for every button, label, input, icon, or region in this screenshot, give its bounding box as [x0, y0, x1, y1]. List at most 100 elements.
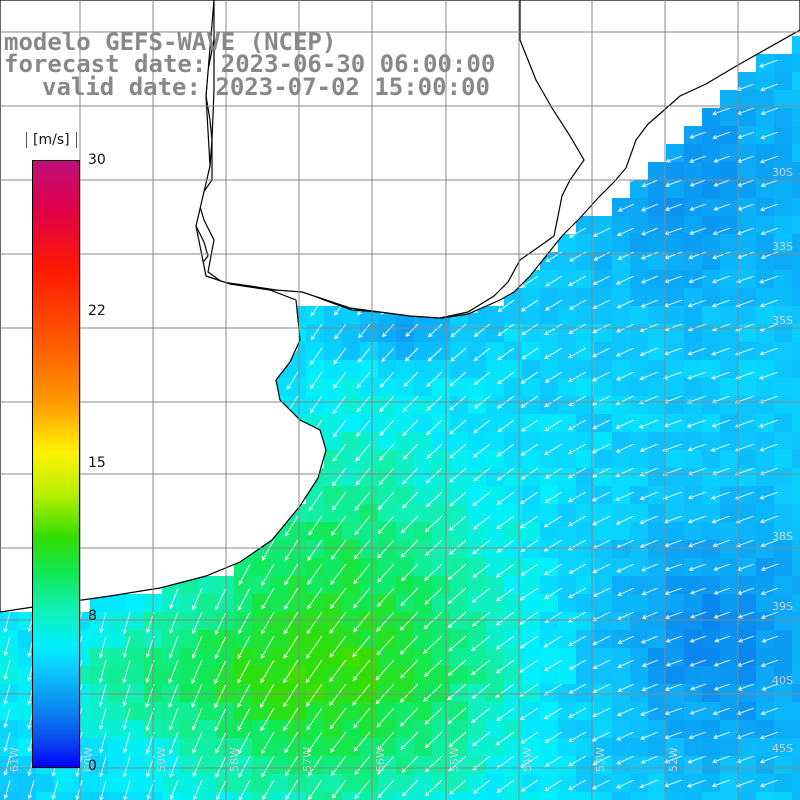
wind-arrow: [424, 731, 443, 749]
wind-speed-cell: [288, 522, 307, 541]
wind-arrow: [169, 779, 179, 800]
wind-speed-cell: [450, 558, 469, 577]
wind-arrow: [543, 683, 563, 696]
wind-speed-cell: [666, 360, 685, 379]
wind-speed-cell: [648, 324, 667, 343]
wind-arrow: [447, 659, 467, 676]
wind-arrow: [568, 755, 587, 767]
wind-speed-cell: [738, 576, 757, 595]
wind-speed-cell: [216, 612, 235, 631]
wind-speed-cell: [396, 486, 415, 505]
wind-speed-cell: [396, 630, 415, 649]
wind-arrow: [761, 683, 779, 691]
wind-speed-cell: [558, 252, 577, 271]
wind-speed-cell: [774, 666, 793, 685]
wind-speed-cell: [342, 666, 361, 685]
wind-speed-cell: [630, 288, 649, 307]
wind-arrow: [544, 491, 563, 503]
wind-speed-cell: [504, 396, 523, 415]
wind-speed-cell: [432, 558, 451, 577]
wind-arrow: [191, 659, 203, 684]
wind-speed-cell: [558, 486, 577, 505]
wind-speed-cell: [252, 612, 271, 631]
wind-speed-cell: [540, 504, 559, 523]
wind-speed-cell: [324, 396, 343, 415]
wind-speed-cell: [486, 504, 505, 523]
wind-arrow: [238, 779, 251, 800]
wind-speed-cell: [198, 648, 217, 667]
wind-speed-cell: [702, 594, 721, 613]
wind-arrow: [473, 371, 491, 386]
wind-arrow: [356, 395, 371, 413]
wind-speed-cell: [702, 162, 721, 181]
wind-arrow: [329, 635, 347, 658]
wind-speed-cell: [360, 630, 379, 649]
wind-speed-cell: [594, 666, 613, 685]
wind-speed-cell: [666, 306, 685, 325]
wind-speed-cell: [396, 342, 415, 361]
wind-speed-cell: [540, 540, 559, 559]
wind-speed-cell: [774, 468, 793, 487]
wind-arrow: [447, 707, 467, 724]
wind-speed-cell: [468, 324, 487, 343]
wind-speed-cell: [630, 324, 649, 343]
wind-arrow: [567, 467, 587, 479]
colorbar-tick-22: 22: [88, 303, 106, 319]
wind-speed-cell: [666, 756, 685, 775]
wind-arrow: [662, 491, 683, 500]
wind-speed-cell: [522, 702, 541, 721]
wind-arrow: [425, 467, 443, 484]
wind-arrow: [238, 755, 251, 778]
wind-speed-cell: [342, 324, 361, 343]
wind-speed-cell: [558, 396, 577, 415]
wind-speed-cell: [738, 342, 757, 361]
wind-speed-cell: [450, 432, 469, 451]
wind-arrow: [169, 587, 179, 609]
wind-arrow: [99, 707, 107, 730]
wind-speed-cell: [648, 684, 667, 703]
wind-speed-cell: [558, 360, 577, 379]
wind-speed-cell: [756, 126, 775, 145]
wind-speed-cell: [738, 522, 757, 541]
wind-speed-cell: [432, 486, 451, 505]
wind-speed-cell: [738, 486, 757, 505]
wind-speed-cell: [774, 270, 793, 289]
wind-speed-cell: [738, 666, 757, 685]
wind-speed-cell: [756, 414, 775, 433]
wind-speed-cell: [360, 324, 379, 343]
wind-speed-cell: [360, 738, 379, 757]
wind-speed-cell: [522, 576, 541, 595]
title-model: modelo GEFS-WAVE (NCEP): [4, 28, 337, 56]
wind-speed-cell: [360, 360, 379, 379]
wind-speed-cell: [648, 288, 667, 307]
wind-arrow: [591, 371, 611, 382]
wind-speed-cell: [612, 324, 631, 343]
wind-speed-cell: [378, 468, 397, 487]
wind-speed-cell: [792, 306, 800, 325]
wind-arrow: [472, 539, 491, 555]
wind-speed-cell: [738, 720, 757, 739]
wind-arrow: [356, 419, 371, 437]
wind-speed-cell: [612, 252, 631, 271]
wind-speed-cell: [162, 702, 181, 721]
wind-speed-cell: [666, 738, 685, 757]
wind-arrow: [641, 683, 659, 692]
wind-speed-cell: [720, 756, 739, 775]
wind-arrow: [497, 419, 515, 433]
wind-speed-cell: [486, 648, 505, 667]
wind-speed-cell: [702, 756, 721, 775]
wind-speed-cell: [774, 90, 793, 109]
wind-speed-cell: [54, 792, 73, 800]
wind-speed-cell: [630, 378, 649, 397]
wind-speed-cell: [792, 90, 800, 109]
wind-speed-cell: [720, 288, 739, 307]
wind-arrow: [568, 707, 587, 718]
wind-arrow: [710, 443, 731, 452]
wind-speed-cell: [414, 648, 433, 667]
wind-arrow: [616, 779, 635, 789]
wind-arrow: [759, 443, 779, 452]
wind-arrow: [617, 587, 635, 596]
wind-arrow: [426, 371, 443, 387]
wind-speed-cell: [378, 594, 397, 613]
wind-speed-cell: [468, 342, 487, 361]
